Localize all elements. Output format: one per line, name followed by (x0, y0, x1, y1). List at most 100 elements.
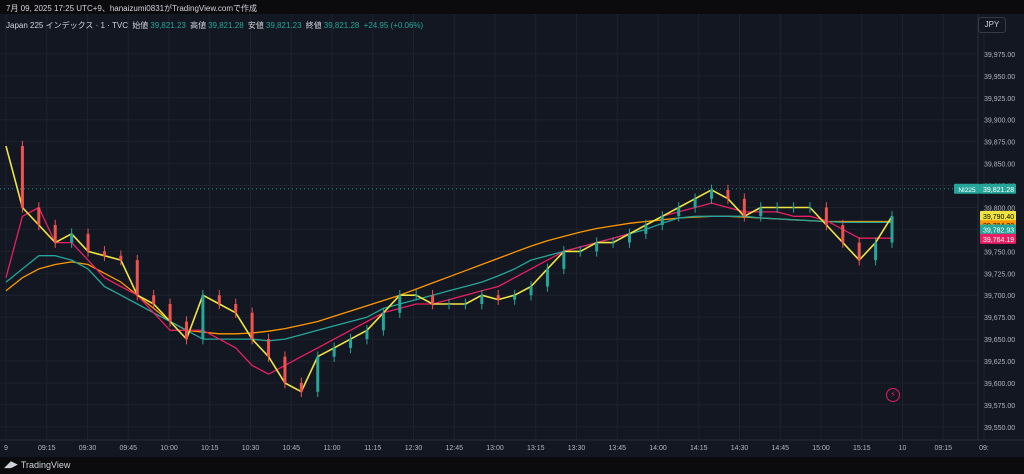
candle (857, 237, 861, 266)
candle (250, 307, 254, 345)
x-tick-label: 10:30 (242, 445, 260, 452)
open-value: 39,821.23 (150, 21, 186, 30)
candle-body (775, 207, 779, 209)
candle (874, 237, 878, 266)
candle-body (529, 286, 533, 296)
candle-body (562, 251, 566, 269)
y-tick-label: 39,600.00 (984, 381, 1015, 388)
y-tick-label: 39,925.00 (984, 96, 1015, 103)
y-tick-label: 39,850.00 (984, 162, 1015, 169)
candle-body (431, 295, 435, 304)
price-badge: NI225 39,821.28 (954, 183, 1016, 194)
x-tick-label: 09:45 (119, 445, 137, 452)
candle (693, 193, 697, 213)
candle-body (496, 295, 500, 300)
candle (234, 298, 238, 319)
candle-body (792, 207, 796, 209)
candle-body (250, 312, 254, 340)
candle (578, 246, 582, 257)
candle (890, 210, 894, 248)
candle-body (463, 304, 467, 305)
candle (808, 202, 812, 213)
price-badge: 39,790.40 (980, 210, 1016, 221)
candle (267, 333, 271, 362)
x-tick-label: 13:30 (568, 445, 586, 452)
footer-brand[interactable]: ◢▶ TradingView (4, 459, 70, 470)
candle-body (201, 295, 205, 340)
y-tick-label: 39,975.00 (984, 52, 1015, 59)
y-tick-label: 39,875.00 (984, 140, 1015, 147)
price-badge: 39,764.19 (980, 233, 1016, 244)
candle (824, 202, 828, 231)
candle (792, 202, 796, 213)
candle-body (86, 233, 90, 252)
y-tick-label: 39,575.00 (984, 403, 1015, 410)
candle (119, 250, 123, 266)
candle-body (349, 339, 353, 348)
x-tick-label: 12:45 (445, 445, 463, 452)
x-tick-label: 09: (979, 445, 989, 452)
candle-body (513, 295, 517, 300)
x-tick-label: 13:45 (608, 445, 626, 452)
x-tick-label: 14:45 (771, 445, 789, 452)
currency-button[interactable]: JPY (978, 17, 1006, 33)
candle-body (332, 347, 336, 357)
open-label: 始値 (132, 21, 149, 30)
price-badge-value: 39,790.40 (983, 214, 1014, 221)
symbol-legend: Japan 225 インデックス · 1 · TVC 始値 39,821.23 高… (6, 20, 425, 31)
candle (381, 307, 385, 336)
x-tick-label: 9 (4, 445, 8, 452)
x-tick-label: 12:30 (405, 445, 423, 452)
x-tick-label: 11:00 (324, 445, 341, 452)
candle-body (710, 189, 714, 199)
candle (217, 289, 221, 310)
candle (414, 289, 418, 301)
x-tick-label: 09:15 (38, 445, 56, 452)
candle-body (660, 216, 664, 226)
candle-body (857, 242, 861, 261)
candle-body (890, 216, 894, 243)
candle (283, 351, 287, 389)
candle-body (168, 304, 172, 322)
candle (513, 289, 517, 305)
candle (102, 246, 106, 262)
x-tick-label: 13:15 (527, 445, 545, 452)
candle (152, 289, 156, 310)
candle (595, 237, 599, 257)
candle (742, 193, 746, 222)
candle-body (644, 225, 648, 234)
price-badge-bg (980, 233, 1016, 244)
y-tick-label: 39,950.00 (984, 74, 1015, 81)
candle (660, 210, 664, 231)
candle (20, 140, 24, 213)
x-tick-label: 10 (899, 445, 907, 452)
symbol-name[interactable]: Japan 225 インデックス · 1 · TVC (6, 21, 129, 30)
y-tick-label: 39,650.00 (984, 337, 1015, 344)
lightning-icon[interactable]: ⚡ (886, 388, 900, 402)
candle-body (234, 304, 238, 313)
candle (447, 298, 451, 310)
tradingview-logo-icon: ◢▶ (4, 459, 18, 469)
candle-body (398, 295, 402, 313)
candle-body (20, 146, 24, 208)
candle-body (595, 242, 599, 252)
candle (86, 228, 90, 257)
candle-body (447, 304, 451, 305)
high-value: 39,821.28 (208, 21, 244, 30)
snapshot-caption: 7月 09, 2025 17:25 UTC+9、hanaizumi0831がTr… (6, 4, 258, 13)
candle (316, 351, 320, 398)
candle (70, 228, 74, 248)
candle (53, 219, 57, 248)
candle-body (267, 339, 271, 357)
candle-body (37, 207, 41, 226)
x-tick-label: 10:15 (201, 445, 219, 452)
high-label: 高値 (190, 21, 207, 30)
price-badge-value: 39,764.19 (983, 237, 1014, 244)
price-badge-symbol: NI225 (958, 187, 976, 194)
brand-name: TradingView (20, 459, 71, 470)
close-label: 終値 (305, 21, 322, 30)
price-badge-bg (980, 224, 1016, 235)
x-tick-label: 14:30 (731, 445, 749, 452)
candle-body (677, 207, 681, 217)
